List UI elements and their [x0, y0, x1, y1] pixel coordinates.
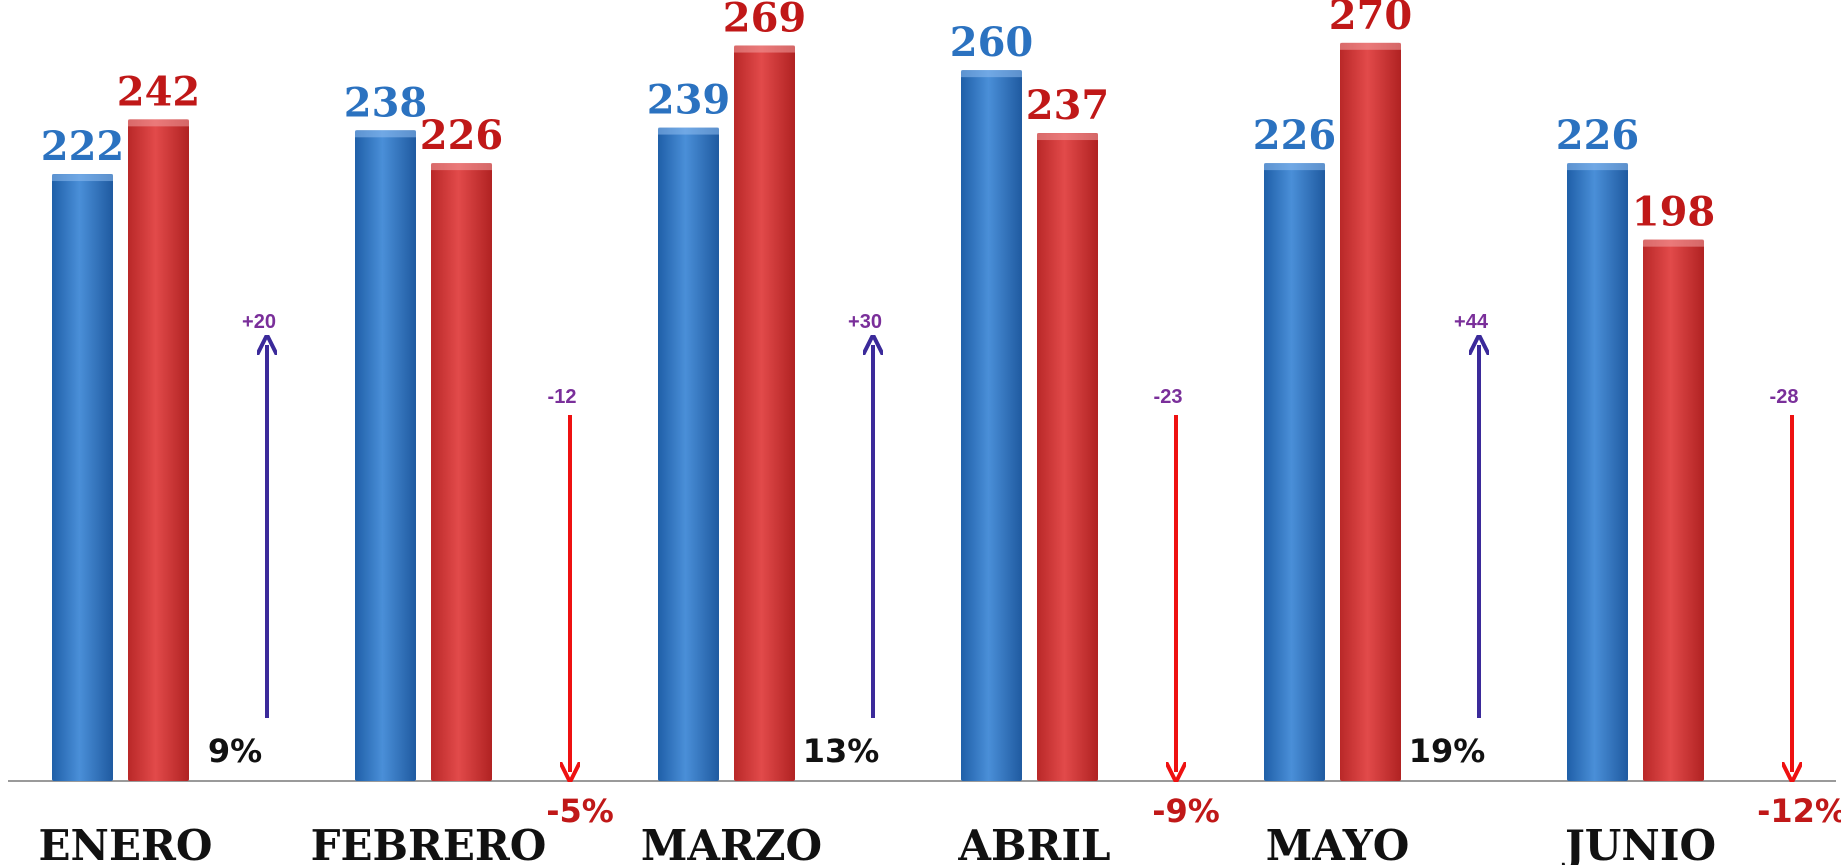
percent-change-junio: -12%: [1757, 792, 1841, 830]
percent-change-marzo: 13%: [803, 732, 880, 770]
bar-series2-mayo: [1340, 42, 1401, 781]
value-label-series2-enero: 242: [117, 68, 201, 115]
category-label-junio: JUNIO: [1561, 821, 1716, 865]
bar-cap-series2-marzo: [734, 45, 795, 53]
difference-label-marzo: +30: [848, 311, 882, 333]
value-label-series1-abril: 260: [950, 19, 1034, 66]
category-label-abril: ABRIL: [957, 821, 1110, 865]
bar-series1-junio: [1567, 163, 1628, 782]
difference-label-mayo: +44: [1454, 311, 1489, 333]
percent-change-mayo: 19%: [1409, 732, 1486, 770]
value-label-series1-mayo: 226: [1253, 112, 1337, 159]
value-label-series1-febrero: 238: [344, 79, 428, 126]
value-label-series2-marzo: 269: [723, 0, 807, 42]
value-label-series2-mayo: 270: [1329, 0, 1413, 39]
value-label-series1-enero: 222: [41, 123, 125, 170]
category-label-mayo: MAYO: [1266, 821, 1410, 865]
bar-series2-enero: [128, 119, 189, 781]
bar-series2-febrero: [431, 163, 492, 782]
bar-cap-series1-junio: [1567, 163, 1628, 171]
bar-cap-series1-abril: [961, 70, 1022, 78]
value-label-series2-febrero: 226: [420, 112, 504, 159]
bar-cap-series1-enero: [52, 174, 113, 182]
difference-label-febrero: -12: [548, 386, 577, 408]
value-label-series1-junio: 226: [1556, 112, 1640, 159]
category-label-marzo: MARZO: [641, 821, 822, 865]
difference-label-abril: -23: [1154, 386, 1183, 408]
bar-cap-series2-enero: [128, 119, 189, 127]
category-label-enero: ENERO: [39, 821, 213, 865]
bar-series1-febrero: [355, 130, 416, 782]
bar-series1-enero: [52, 174, 113, 781]
value-label-series2-junio: 198: [1632, 189, 1716, 236]
bar-cap-series2-junio: [1643, 239, 1704, 247]
percent-change-febrero: -5%: [546, 792, 614, 830]
bar-cap-series2-febrero: [431, 163, 492, 171]
difference-label-junio: -28: [1770, 386, 1799, 408]
bar-series2-marzo: [734, 45, 795, 781]
bar-cap-series1-febrero: [355, 130, 416, 138]
bar-cap-series1-mayo: [1264, 163, 1325, 171]
bar-series2-junio: [1643, 239, 1704, 782]
percent-change-enero: 9%: [208, 732, 262, 770]
bar-cap-series1-marzo: [658, 127, 719, 135]
percent-change-abril: -9%: [1152, 792, 1220, 830]
bar-cap-series2-mayo: [1340, 42, 1401, 50]
difference-label-enero: +20: [242, 311, 276, 333]
bar-series2-abril: [1037, 133, 1098, 782]
value-label-series1-marzo: 239: [647, 77, 731, 124]
value-label-series2-abril: 237: [1026, 82, 1110, 129]
bar-series1-marzo: [658, 127, 719, 782]
bar-series1-abril: [961, 70, 1022, 781]
bar-series1-mayo: [1264, 163, 1325, 782]
category-label-febrero: FEBRERO: [311, 821, 547, 865]
bar-cap-series2-abril: [1037, 133, 1098, 141]
